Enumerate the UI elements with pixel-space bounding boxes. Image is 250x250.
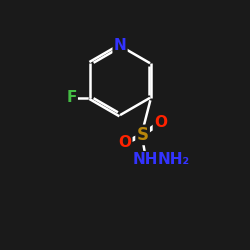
Text: S: S: [136, 126, 148, 144]
Text: O: O: [118, 135, 131, 150]
Text: NH: NH: [132, 152, 158, 167]
Text: O: O: [154, 114, 167, 130]
Text: F: F: [66, 90, 77, 105]
Text: NH₂: NH₂: [158, 152, 190, 167]
Text: N: N: [114, 38, 126, 54]
